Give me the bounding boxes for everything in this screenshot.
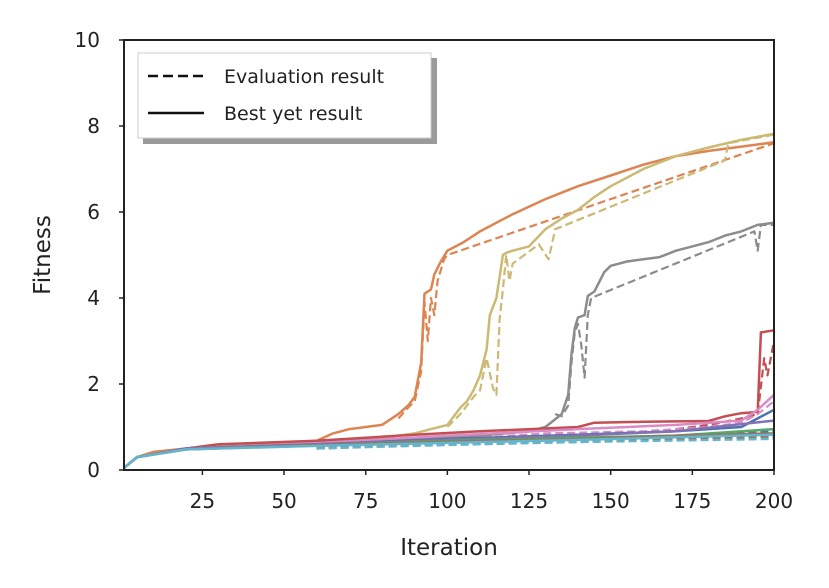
legend-box [137,52,432,139]
y-tick-label-8: 8 [87,114,100,138]
y-tick-label-2: 2 [87,372,100,396]
plot-frame [123,39,775,471]
x-tick-label-150: 150 [592,489,630,513]
y-tick-label-6: 6 [87,200,100,224]
series-run-red [123,329,776,469]
x-tick-label-75: 75 [353,489,378,513]
eval-line-run-khaki [446,133,775,428]
eval-line-run-pink [447,400,775,441]
x-tick-label-25: 25 [190,489,215,513]
y-tick-label-0: 0 [87,458,100,482]
x-tick-label-50: 50 [271,489,296,513]
legend-label-evaluation: Evaluation result [224,66,384,88]
series-run-cyan [123,433,775,469]
best-line-run-cyan [123,433,775,469]
series-layer [123,132,776,469]
eval-line-run-cyan [316,437,775,450]
y-tick-label-4: 4 [87,286,100,310]
x-tick-label-125: 125 [510,489,548,513]
eval-line-run-orange [397,142,775,420]
y-tick-label-10: 10 [75,28,100,52]
axes-layer: 25 50 75 100 125 150 175 200 0 2 4 6 8 10 [75,28,794,513]
legend-label-best: Best yet result [224,103,362,125]
y-axis-label: Fitness [30,215,56,295]
x-tick-label-200: 200 [755,489,793,513]
x-tick-label-100: 100 [428,489,466,513]
x-tick-label-175: 175 [673,489,711,513]
legend: Evaluation result Best yet result [137,52,437,144]
x-axis-label: Iteration [400,535,498,561]
eval-line-run-red [675,340,776,431]
eval-line-run-gray [554,223,774,418]
best-line-run-red [123,329,775,469]
